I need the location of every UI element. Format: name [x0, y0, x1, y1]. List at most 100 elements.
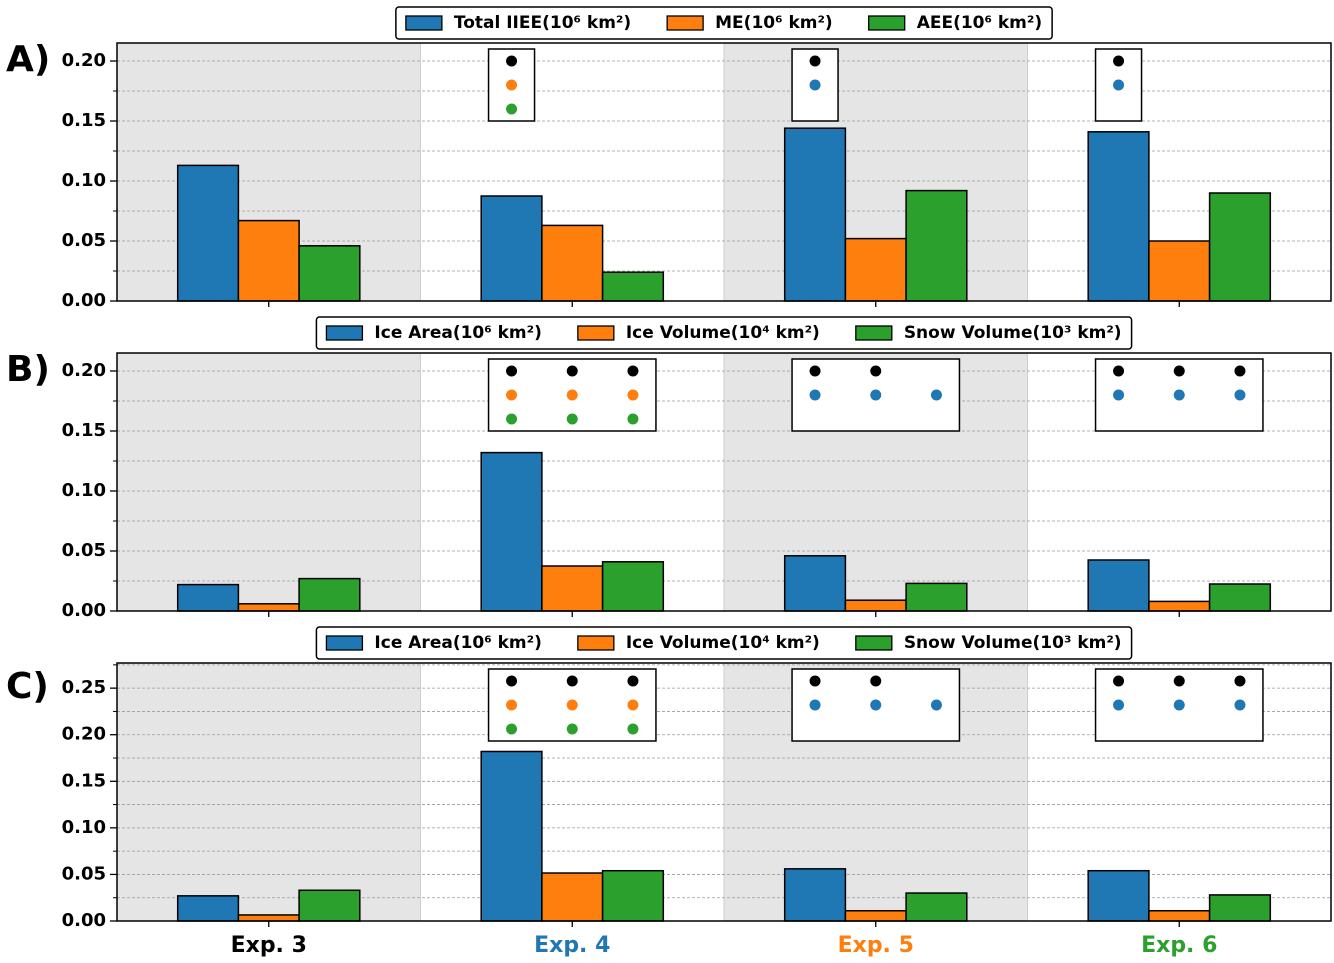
significance-dot: [566, 365, 578, 377]
legend-box: [395, 6, 1053, 40]
y-tick-label: 0.15: [62, 110, 106, 131]
y-tick-label: 0.05: [62, 863, 106, 884]
y-tick-label: 0.25: [62, 677, 106, 698]
legend-swatch: [855, 635, 893, 651]
significance-dot: [1113, 675, 1125, 687]
bar: [176, 164, 240, 302]
bar: [1148, 910, 1211, 922]
significance-dot: [506, 103, 518, 115]
plot-frame: [116, 662, 1332, 922]
significance-dot: [627, 699, 639, 711]
panel-label: B): [6, 349, 50, 390]
significance-dot: [809, 79, 821, 91]
significance-dot: [566, 723, 578, 735]
bar: [905, 582, 968, 612]
panel-label: A): [6, 39, 50, 80]
significance-dot: [1173, 365, 1185, 377]
y-tick-label: 0.10: [62, 170, 106, 191]
shaded-band: [116, 662, 421, 922]
bar: [237, 603, 300, 612]
significance-dot: [506, 389, 518, 401]
y-tick-label: 0.00: [62, 290, 106, 311]
legend-swatch: [325, 635, 364, 651]
significance-dot: [930, 389, 942, 401]
legend-label: Ice Volume(10⁴ km²): [626, 633, 820, 653]
significance-dot: [1234, 675, 1246, 687]
y-tick-label: 0.20: [62, 360, 106, 381]
bar: [601, 271, 665, 302]
bar: [1208, 894, 1272, 922]
legend-swatch: [577, 635, 615, 651]
y-tick-label: 0.05: [62, 230, 106, 251]
y-tick-label: 0.00: [62, 910, 106, 931]
bar: [783, 555, 847, 612]
significance-dot: [1113, 79, 1125, 91]
bar: [298, 577, 361, 612]
significance-dot: [627, 723, 639, 735]
legend-swatch: [325, 325, 364, 341]
bar: [783, 127, 847, 302]
legend-label: Snow Volume(10³ km²): [904, 633, 1122, 653]
significance-dot: [809, 389, 821, 401]
bar: [783, 868, 847, 922]
bar: [237, 914, 300, 922]
bar: [480, 750, 543, 922]
significance-dot: [1173, 389, 1185, 401]
bar: [905, 892, 968, 922]
significance-dot: [566, 699, 578, 711]
bar: [601, 561, 665, 612]
bar: [541, 565, 604, 612]
bar: [1208, 192, 1272, 302]
legend: Total IIEE(10⁶ km²) ME(10⁶ km²) AEE(10⁶ km…: [395, 6, 1053, 40]
significance-dot: [1234, 389, 1246, 401]
significance-dot: [506, 365, 518, 377]
plot-frame: [116, 42, 1332, 302]
significance-dot: [809, 55, 821, 67]
bar: [844, 599, 907, 612]
significance-dot: [1234, 365, 1246, 377]
significance-dot: [1113, 365, 1125, 377]
significance-dot: [870, 675, 882, 687]
significance-dot: [1173, 675, 1185, 687]
y-tick-label: 0.10: [62, 480, 106, 501]
bar: [844, 910, 907, 922]
significance-dot: [627, 413, 639, 425]
significance-dot: [930, 699, 942, 711]
y-tick-label: 0.15: [62, 420, 106, 441]
significance-dot: [627, 675, 639, 687]
x-tick-label: Exp. 4: [534, 933, 610, 958]
legend-swatch: [666, 15, 704, 31]
legend-box: [315, 316, 1133, 350]
legend: Ice Area(10⁶ km²) Ice Volume(10⁴ km²) Snow…: [315, 626, 1133, 660]
bar: [176, 895, 240, 922]
significance-dot: [1173, 699, 1185, 711]
significance-dot: [627, 365, 639, 377]
bar: [237, 219, 300, 302]
significance-dot: [627, 389, 639, 401]
legend-label: Ice Area(10⁶ km²): [374, 633, 541, 653]
significance-dot: [506, 55, 518, 67]
legend-label: Ice Volume(10⁴ km²): [626, 323, 820, 343]
legend-label: Snow Volume(10³ km²): [904, 323, 1122, 343]
legend-swatch: [577, 325, 615, 341]
y-tick-label: 0.20: [62, 50, 106, 71]
legend-label: ME(10⁶ km²): [715, 13, 833, 33]
significance-dot: [809, 699, 821, 711]
bar: [480, 451, 543, 612]
significance-dot: [870, 699, 882, 711]
legend: Ice Area(10⁶ km²) Ice Volume(10⁴ km²) Snow…: [315, 316, 1133, 350]
significance-dot: [1113, 389, 1125, 401]
bar: [541, 224, 604, 302]
legend-label: AEE(10⁶ km²): [917, 13, 1042, 33]
bar: [480, 195, 543, 302]
y-tick-label: 0.20: [62, 724, 106, 745]
bar: [1148, 240, 1211, 302]
significance-dot: [506, 723, 518, 735]
y-tick-label: 0.05: [62, 540, 106, 561]
significance-dot: [566, 389, 578, 401]
legend-swatch: [868, 15, 906, 31]
legend-box: [315, 626, 1133, 660]
shaded-band: [116, 352, 421, 612]
bar: [1208, 583, 1272, 612]
